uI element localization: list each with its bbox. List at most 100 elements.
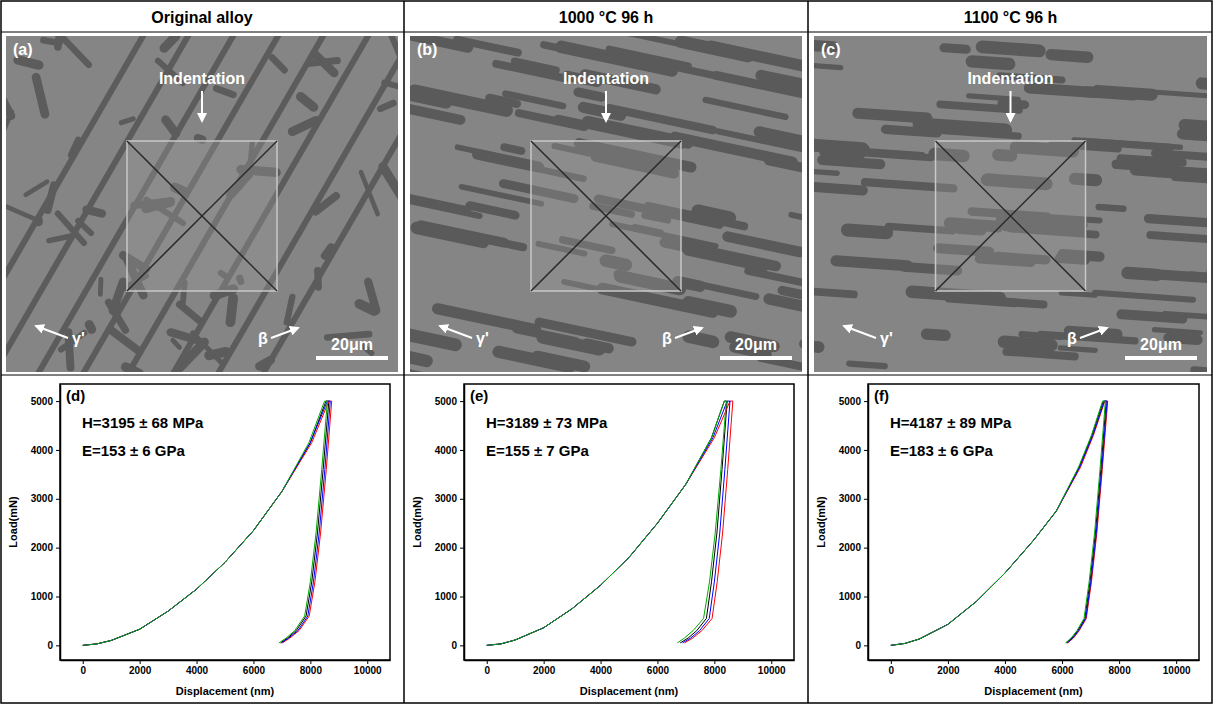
- beta-phase: [1111, 159, 1179, 173]
- annotation: H=4187 ± 89 MPa: [890, 414, 1012, 431]
- beta-phase: [939, 43, 971, 54]
- tick-label: 10000: [354, 665, 382, 676]
- beta-phase: [814, 59, 844, 70]
- indentation-diagonal: [127, 141, 277, 291]
- tick-label: 10000: [758, 665, 786, 676]
- beta-phase: [6, 91, 17, 121]
- beta-lamella: [123, 36, 328, 372]
- beta-phase: [702, 96, 789, 120]
- tick-label: 6000: [647, 665, 670, 676]
- beta-phase: [1057, 345, 1098, 353]
- tick-label: 4000: [186, 665, 209, 676]
- beta-phase: [267, 53, 289, 75]
- load-curve: [83, 401, 332, 645]
- panel-label: (e): [470, 387, 488, 404]
- scale-bar: [1125, 356, 1197, 360]
- tick: 8000: [300, 660, 323, 676]
- x-axis: 0200040006000800010000: [61, 660, 391, 676]
- arrow: [271, 328, 298, 338]
- tick-label: 3000: [839, 493, 862, 504]
- title-divider: [1, 32, 1212, 33]
- load-curve: [83, 401, 328, 645]
- tick-label: 8000: [704, 665, 727, 676]
- beta-phase: [852, 107, 933, 124]
- tick-label: 0: [889, 665, 895, 676]
- load-curve: [891, 401, 1107, 645]
- beta-phase: [1037, 330, 1139, 344]
- tick: 6000: [647, 660, 670, 676]
- beta-lamella: [258, 36, 398, 372]
- beta-phase: [865, 259, 891, 269]
- beta-phase: [721, 230, 802, 258]
- tick: 10000: [758, 660, 786, 676]
- phase-label: γ': [880, 330, 893, 347]
- tick: 2000: [937, 660, 960, 676]
- tick: 4000: [186, 660, 209, 676]
- beta-lamella: [78, 36, 283, 372]
- tick-label: 2000: [31, 542, 54, 553]
- beta-phase: [933, 127, 1022, 140]
- beta-phase: [921, 328, 952, 341]
- arrow: [201, 91, 203, 121]
- arrow: [675, 328, 702, 338]
- plot-marks: [891, 401, 1108, 645]
- panel-title: 1100 °C 96 h: [964, 9, 1058, 26]
- tick-label: 8000: [300, 665, 323, 676]
- tick: 0: [47, 640, 60, 651]
- tick: 0: [855, 640, 868, 651]
- indentation-diagonal: [531, 141, 681, 291]
- beta-phase: [605, 45, 693, 71]
- beta-phase: [410, 349, 434, 368]
- x-axis-title: Displacement (nm): [984, 685, 1083, 697]
- tick-label: 4000: [435, 445, 458, 456]
- x-axis: 0200040006000800010000: [869, 660, 1200, 676]
- tick-label: 0: [47, 640, 53, 651]
- beta-phase: [31, 72, 50, 120]
- beta-phase: [500, 143, 526, 156]
- load-curve: [487, 401, 730, 645]
- indentation-square: [936, 141, 1086, 291]
- beta-phase: [754, 69, 802, 101]
- beta-phase: [763, 155, 802, 176]
- arrow: [36, 326, 68, 338]
- load-curve: [487, 401, 727, 645]
- tick-label: 5000: [435, 396, 458, 407]
- beta-phase: [514, 108, 589, 131]
- tick: 2000: [839, 542, 868, 553]
- beta-phase: [1187, 271, 1207, 282]
- tick-label: 2000: [435, 542, 458, 553]
- beta-phase: [777, 285, 802, 309]
- panel-label: (f): [874, 387, 889, 404]
- beta-phase: [410, 195, 483, 220]
- tick: 6000: [243, 660, 266, 676]
- beta-phase: [1146, 231, 1207, 244]
- load-curve: [891, 401, 1108, 645]
- panel-title: Original alloy: [151, 9, 252, 26]
- beta-phase: [1195, 77, 1207, 92]
- tick-label: 0: [484, 665, 490, 676]
- scale-bar-label: 20μm: [1140, 336, 1182, 353]
- beta-phase: [1092, 290, 1196, 303]
- beta-phase: [846, 360, 888, 369]
- annotation: E=183 ± 6 GPa: [890, 442, 994, 459]
- beta-phase: [59, 36, 93, 69]
- beta-phase: [1045, 49, 1094, 64]
- phase-label: β: [662, 330, 672, 347]
- load-curve: [891, 401, 1106, 645]
- phase-label: β: [258, 330, 268, 347]
- beta-phase: [502, 90, 567, 110]
- plot-marks: [487, 401, 733, 645]
- beta-phase: [965, 55, 1016, 71]
- beta-phase: [1177, 128, 1207, 146]
- micrograph-image: [814, 36, 1207, 372]
- beta-phase: [169, 337, 182, 351]
- tick: 8000: [1108, 660, 1131, 676]
- beta-phase: [225, 293, 238, 328]
- x-axis-title: Displacement (nm): [176, 685, 275, 697]
- y-axis-title: Load(mN): [815, 496, 827, 548]
- beta-phase: [1144, 214, 1207, 230]
- beta-phase: [1162, 311, 1207, 322]
- tick-label: 2000: [839, 542, 862, 553]
- tick-label: 3000: [31, 493, 54, 504]
- tick-label: 4000: [839, 445, 862, 456]
